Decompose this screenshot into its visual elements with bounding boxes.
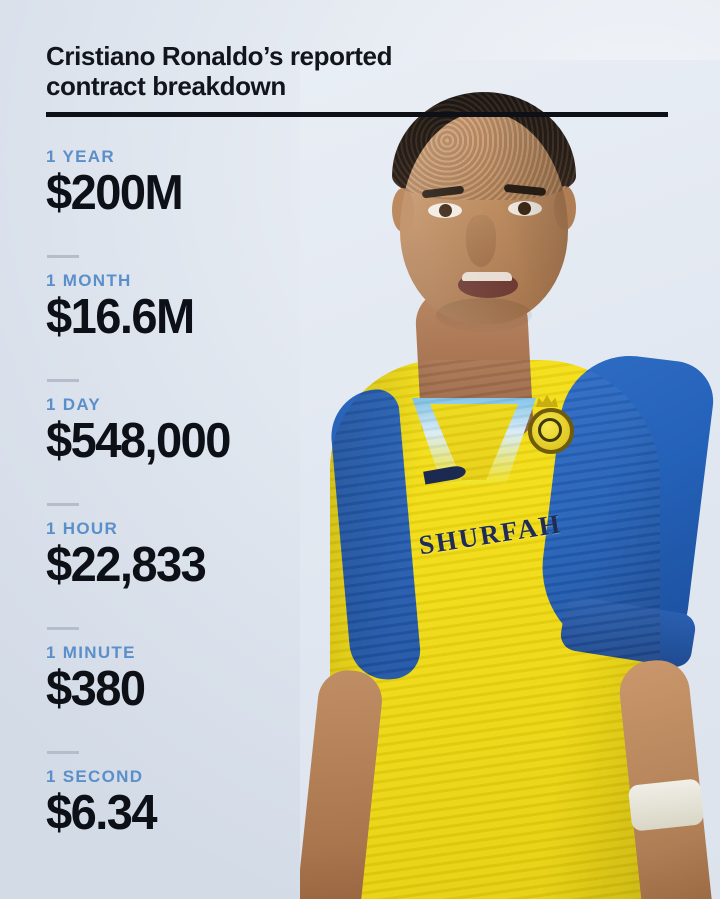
list-item: 1 MINUTE $380 bbox=[46, 644, 446, 768]
row-amount-value: $200M bbox=[46, 166, 184, 220]
chin-shadow bbox=[436, 298, 532, 332]
crest-inner-ring bbox=[538, 418, 562, 442]
nose bbox=[466, 215, 496, 267]
wristband bbox=[627, 778, 705, 832]
title-rule bbox=[46, 112, 668, 117]
row-period-label: 1 MINUTE bbox=[46, 643, 136, 662]
list-item: 1 HOUR $22,833 bbox=[46, 520, 446, 644]
row-period-label: 1 HOUR bbox=[46, 519, 119, 538]
row-amount-value: $380 bbox=[46, 662, 146, 716]
row-period-label: 1 MONTH bbox=[46, 271, 132, 290]
row-divider bbox=[47, 627, 79, 630]
row-divider bbox=[47, 503, 79, 506]
row-divider bbox=[47, 255, 79, 258]
row-amount-value: $22,833 bbox=[46, 538, 207, 592]
right-ear bbox=[554, 186, 576, 230]
row-divider bbox=[47, 379, 79, 382]
row-period-label: 1 DAY bbox=[46, 395, 102, 414]
jersey-shading bbox=[330, 360, 660, 899]
list-item: 1 DAY $548,000 bbox=[46, 396, 446, 520]
row-amount-value: $16.6M bbox=[46, 290, 195, 344]
row-period-label: 1 YEAR bbox=[46, 147, 115, 166]
page-title: Cristiano Ronaldo’s reported contract br… bbox=[46, 41, 393, 101]
row-amount-value: $6.34 bbox=[46, 786, 158, 840]
face-shading bbox=[400, 112, 568, 324]
ronaldo-photo: SHURFAH bbox=[300, 60, 720, 899]
row-period-label: 1 SECOND bbox=[46, 767, 144, 786]
crown-icon bbox=[536, 395, 558, 407]
row-amount-value: $548,000 bbox=[46, 414, 231, 468]
list-item: 1 SECOND $6.34 bbox=[46, 768, 446, 892]
left-pupil bbox=[439, 204, 452, 217]
teeth bbox=[462, 272, 512, 281]
right-pupil bbox=[518, 202, 531, 215]
left-ear bbox=[392, 188, 414, 232]
breakdown-list: 1 YEAR $200M 1 MONTH $16.6M 1 DAY $548,0… bbox=[46, 148, 446, 892]
list-item: 1 MONTH $16.6M bbox=[46, 272, 446, 396]
list-item: 1 YEAR $200M bbox=[46, 148, 446, 272]
row-divider bbox=[47, 751, 79, 754]
